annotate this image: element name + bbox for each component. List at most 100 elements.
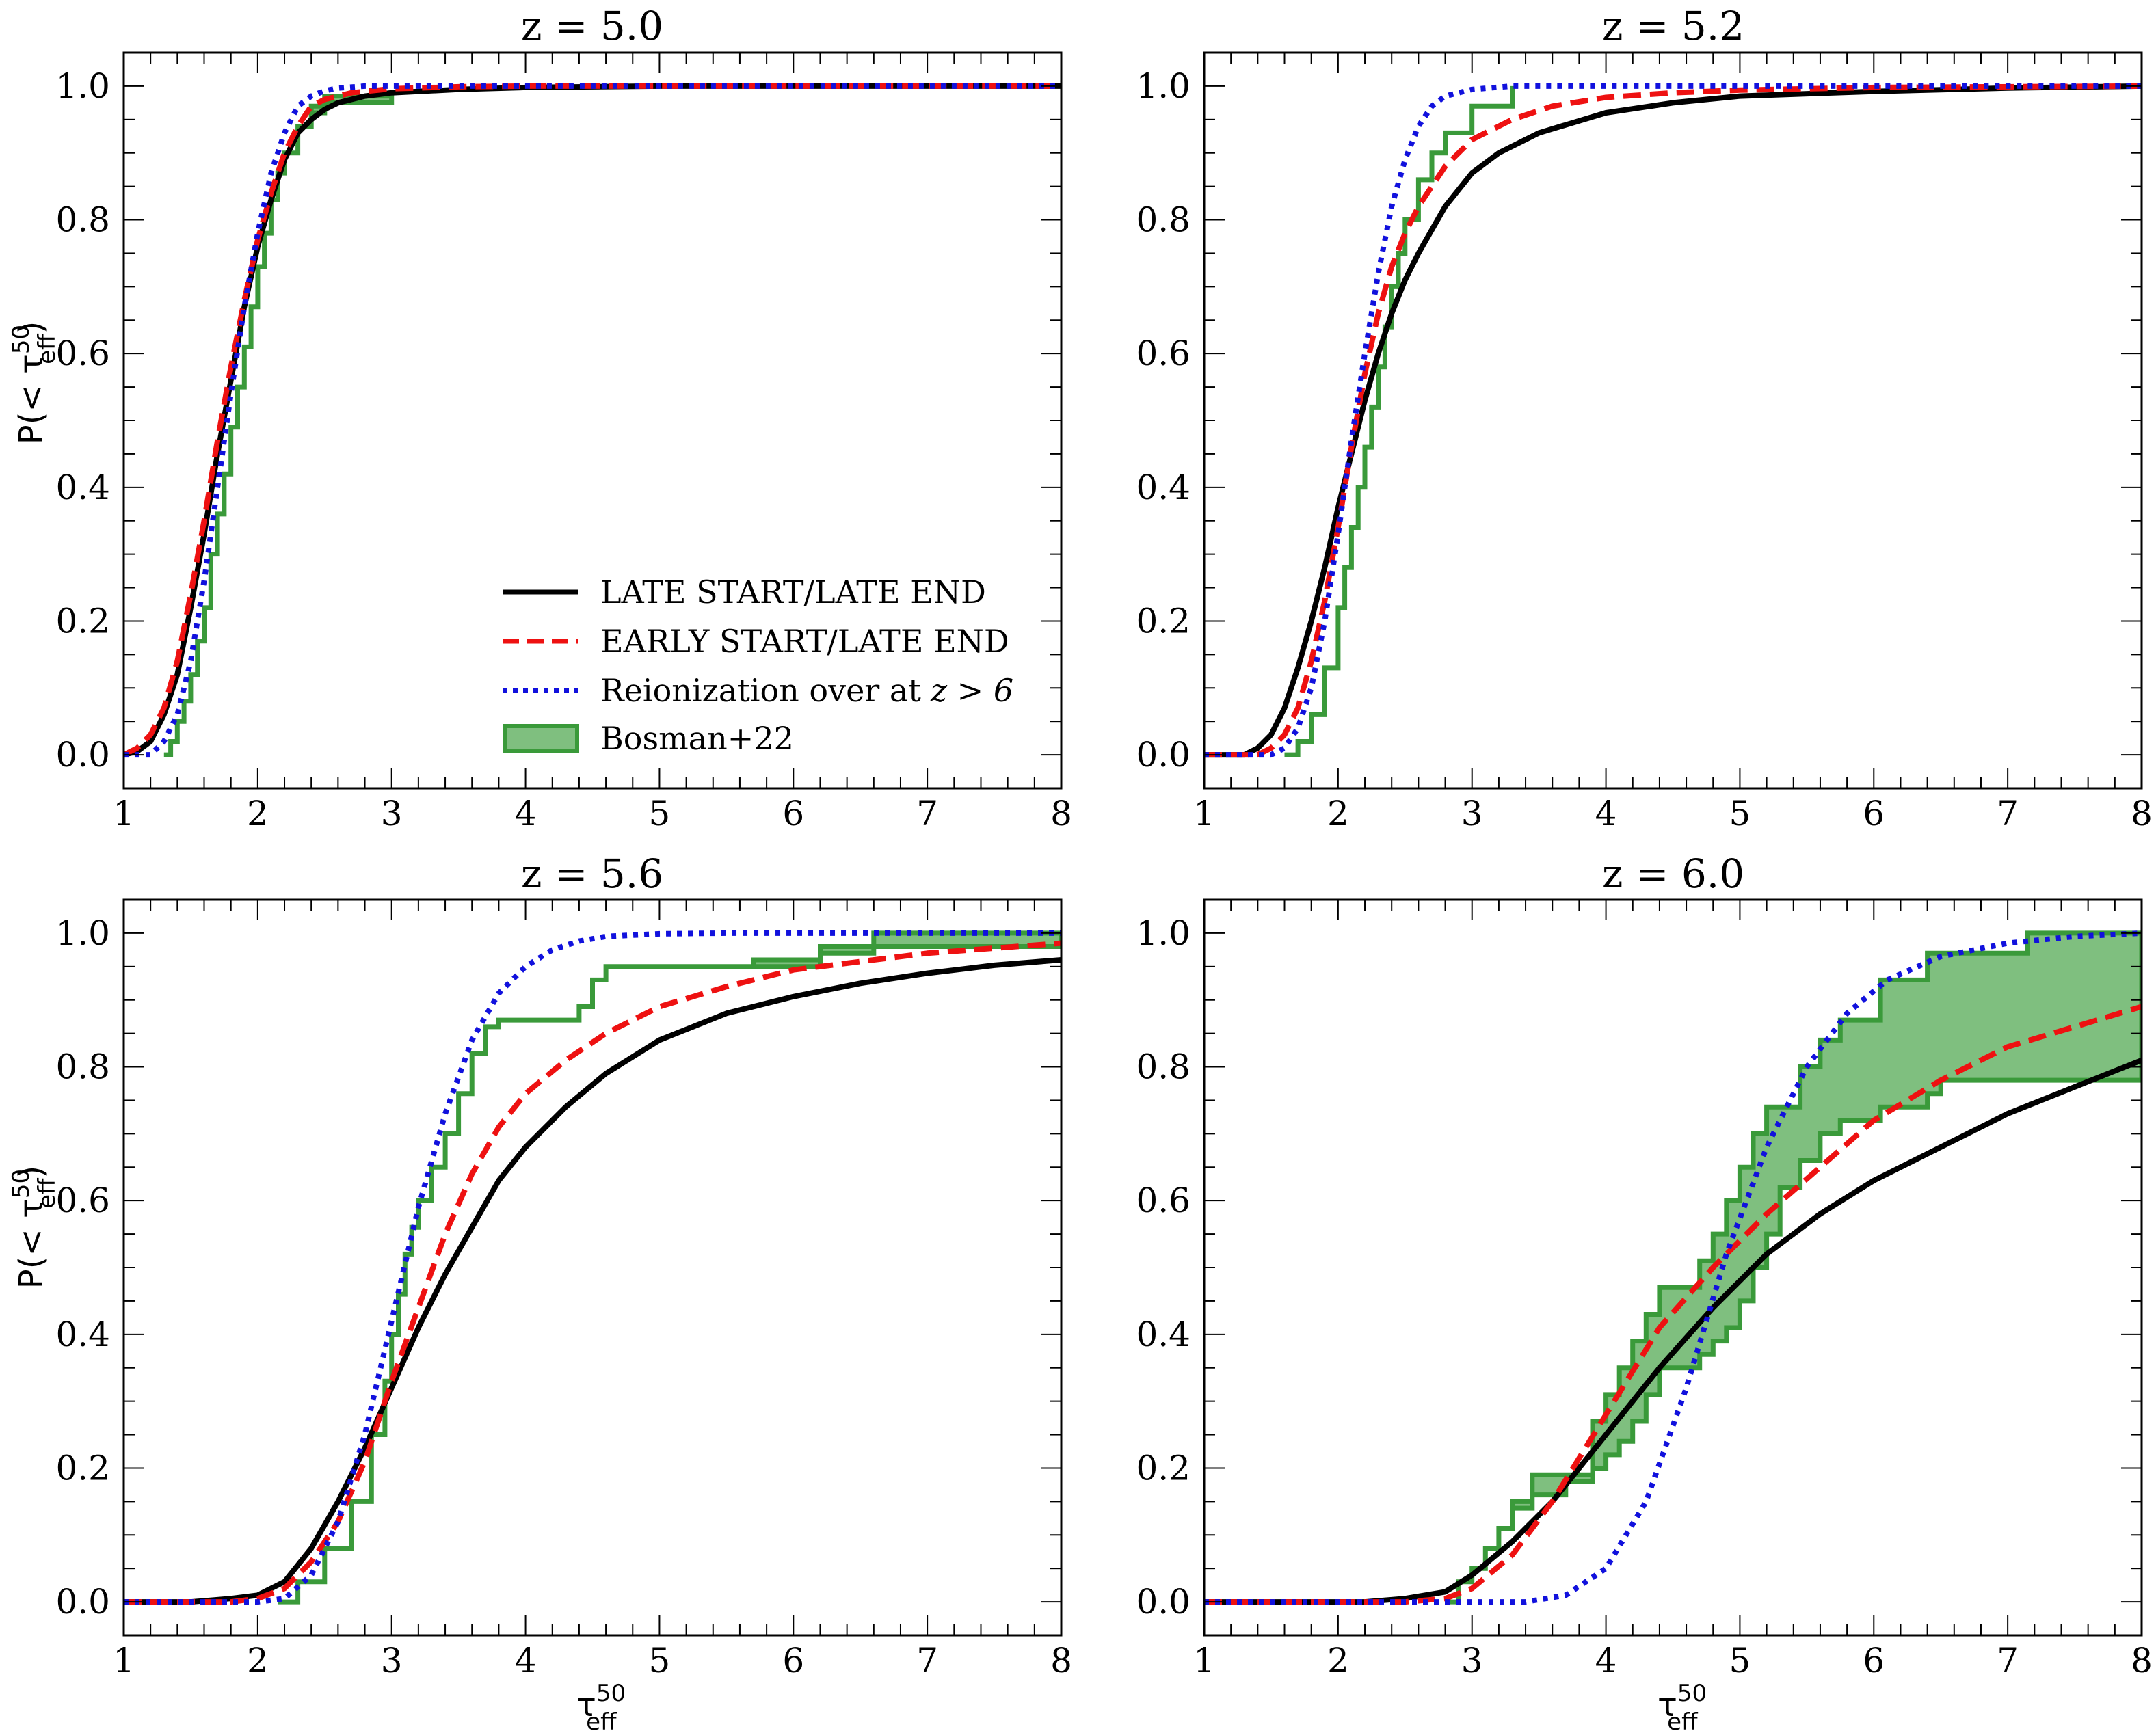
x-tick-label: 1 — [1193, 1641, 1215, 1680]
panel-4-plot: 1 2 3 4 5 6 7 8 0.0 0.2 0.4 0.6 0.8 1.0 — [1136, 898, 2153, 1680]
x-tick-label: 1 — [113, 794, 135, 833]
series-dotted — [1204, 83, 2142, 758]
x-tick-label: 8 — [1050, 1641, 1072, 1680]
series-dashed — [124, 940, 1061, 1605]
x-tick-label: 3 — [1461, 1641, 1483, 1680]
ylabel-sub: eff — [34, 1177, 61, 1209]
series-solid — [124, 83, 1061, 757]
x-tick-label: 5 — [649, 1641, 671, 1680]
xlabel-main: τ — [576, 1686, 596, 1724]
legend-label-bosman: Bosman+22 — [600, 720, 794, 757]
x-tick-label: 4 — [515, 1641, 537, 1680]
y-tick-label: 0.2 — [1136, 601, 1190, 641]
panel-1-plot: 1 2 3 4 5 6 7 8 0.0 0.2 0.4 0.6 0.8 1.0 — [55, 51, 1072, 833]
x-tick-label: 2 — [1327, 794, 1349, 833]
x-tick-label: 7 — [1997, 1641, 2019, 1680]
ticks — [123, 899, 1062, 1636]
series-solid — [1204, 83, 2142, 758]
y-tick-label: 0.6 — [55, 1181, 110, 1220]
axes-frame — [1203, 51, 2143, 790]
panel-4-title: z = 6.0 — [1602, 850, 1744, 897]
ticks — [1203, 899, 2142, 1636]
x-tick-label: 8 — [2131, 794, 2153, 833]
legend-label-late: LATE START/LATE END — [600, 574, 986, 610]
panel-3-ylabel: P(< τ50eff) — [8, 1166, 61, 1289]
x-tick-label: 6 — [782, 1641, 804, 1680]
ylabel-suffix: ) — [12, 321, 51, 334]
y-tick-label: 0.8 — [55, 200, 110, 240]
x-tick-label: 2 — [247, 1641, 269, 1680]
y-tick-label: 1.0 — [1136, 66, 1190, 106]
legend-over-math: z > 6 — [930, 672, 1013, 709]
y-tick-label: 0.2 — [1136, 1448, 1190, 1488]
y-tick-label: 0.4 — [55, 1315, 110, 1354]
x-tick-label: 6 — [1863, 794, 1885, 833]
x-tick-label: 8 — [2131, 1641, 2153, 1680]
series-dashed — [1204, 83, 2142, 758]
xlabel-super: 50 — [1677, 1680, 1707, 1707]
x-tick-label: 1 — [113, 1641, 135, 1680]
axes-frame — [122, 51, 1063, 790]
y-tick-label: 0.0 — [1136, 735, 1190, 775]
y-tick-label: 0.2 — [55, 1448, 110, 1488]
y-tick-label: 0.8 — [55, 1047, 110, 1087]
y-tick-label: 0.6 — [1136, 334, 1190, 373]
axes-frame — [1203, 898, 2143, 1637]
x-tick-label: 3 — [381, 1641, 403, 1680]
bosman-band — [278, 930, 1061, 1605]
panel-2-plot: 1 2 3 4 5 6 7 8 0.0 0.2 0.4 0.6 0.8 1.0 — [1136, 51, 2153, 833]
y-tick-label: 1.0 — [55, 66, 110, 106]
x-tick-label: 5 — [649, 794, 671, 833]
series-solid — [1204, 1058, 2142, 1605]
xlabel-main: τ — [1658, 1686, 1677, 1724]
ylabel-super: 50 — [8, 1169, 35, 1198]
bosman-band — [163, 94, 395, 757]
x-tick-label: 1 — [1193, 794, 1215, 833]
axes-frame — [122, 898, 1063, 1637]
xlabel-sub: eff — [586, 1708, 617, 1731]
x-tick-label: 8 — [1050, 794, 1072, 833]
legend-over-prefix: Reionization over at — [600, 672, 921, 709]
x-tick-label: 5 — [1729, 794, 1751, 833]
xlabel-super: 50 — [596, 1680, 626, 1707]
series-solid — [124, 957, 1061, 1605]
x-tick-label: 7 — [916, 1641, 938, 1680]
ticks — [1203, 52, 2142, 789]
y-tick-label: 0.2 — [55, 601, 110, 641]
x-tick-label: 6 — [782, 794, 804, 833]
legend-label-early: EARLY START/LATE END — [600, 623, 1009, 660]
panel-3-plot: 1 2 3 4 5 6 7 8 0.0 0.2 0.4 0.6 0.8 1.0 — [55, 898, 1072, 1680]
y-tick-label: 0.0 — [55, 735, 110, 775]
y-tick-label: 0.8 — [1136, 1047, 1190, 1087]
x-tick-label: 7 — [916, 794, 938, 833]
legend-label-over: Reionization over at z > 6 — [600, 672, 1013, 709]
panel-1-title: z = 5.0 — [521, 3, 663, 49]
series-dashed — [1204, 1004, 2142, 1605]
x-tick-label: 4 — [1595, 794, 1617, 833]
panel-3-title: z = 5.6 — [521, 850, 663, 897]
ylabel-sub: eff — [34, 333, 61, 364]
x-tick-label: 2 — [1327, 1641, 1349, 1680]
panel-3-xlabel: τ50 eff — [576, 1680, 626, 1731]
xlabel-sub: eff — [1667, 1708, 1699, 1731]
ylabel-prefix: P(< τ — [12, 1198, 51, 1289]
ylabel-super: 50 — [8, 325, 35, 354]
x-tick-label: 7 — [1997, 794, 2019, 833]
ylabel-suffix: ) — [12, 1166, 51, 1179]
x-tick-label: 4 — [515, 794, 537, 833]
bosman-band — [1284, 85, 1515, 757]
y-tick-label: 0.6 — [55, 334, 110, 373]
x-tick-label: 6 — [1863, 1641, 1885, 1680]
legend: LATE START/LATE END EARLY START/LATE END… — [503, 574, 1013, 757]
panel-2-title: z = 5.2 — [1602, 3, 1744, 49]
series-dotted — [124, 930, 1061, 1605]
y-tick-label: 0.4 — [1136, 1315, 1190, 1354]
legend-patch-bosman — [503, 724, 579, 753]
panel-4-xlabel: τ50 eff — [1658, 1680, 1707, 1731]
x-tick-label: 3 — [381, 794, 403, 833]
y-tick-label: 0.4 — [55, 468, 110, 507]
panel-1-ylabel: P(< τ50eff) — [8, 321, 61, 444]
x-tick-label: 4 — [1595, 1641, 1617, 1680]
ylabel-prefix: P(< τ — [12, 354, 51, 444]
